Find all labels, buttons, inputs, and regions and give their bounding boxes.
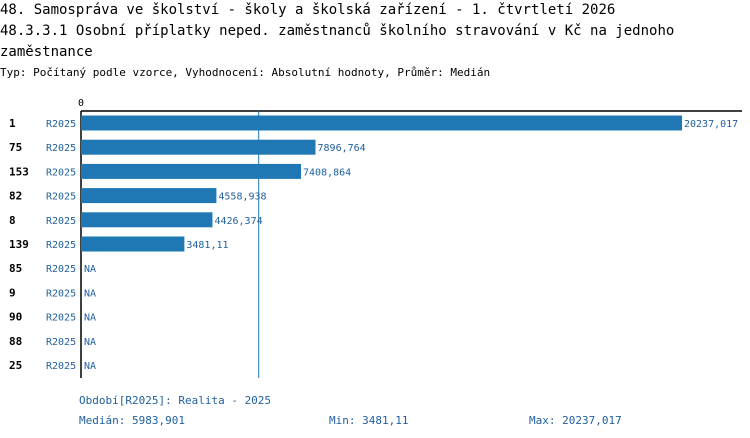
row-period-label: R2025 xyxy=(46,288,76,299)
bar-na-label: NA xyxy=(84,313,96,324)
row-id-label: 1 xyxy=(9,117,16,130)
bar xyxy=(81,115,682,131)
row-id-label: 153 xyxy=(9,165,29,178)
bar xyxy=(81,236,185,252)
bar-value-label: 4426,374 xyxy=(214,216,262,227)
bar-na-label: NA xyxy=(84,288,96,299)
bar-value-label: 20237,017 xyxy=(684,119,738,130)
row-period-label: R2025 xyxy=(46,313,76,324)
bar xyxy=(81,163,302,179)
row-period-label: R2025 xyxy=(46,192,76,203)
x-axis-zero-label: 0 xyxy=(78,98,84,109)
bar-value-label: 4558,938 xyxy=(218,192,266,203)
row-period-label: R2025 xyxy=(46,337,76,348)
bar xyxy=(81,188,217,204)
max-stat: Max: 20237,017 xyxy=(529,414,622,427)
bar-value-label: 7408,864 xyxy=(303,167,351,178)
row-id-label: 88 xyxy=(9,335,22,348)
row-period-label: R2025 xyxy=(46,240,76,251)
bar xyxy=(81,139,316,155)
bar-value-label: 3481,11 xyxy=(186,240,228,251)
chart-title-line-1: 48. Samospráva ve školství - školy a ško… xyxy=(0,2,616,18)
row-id-label: 139 xyxy=(9,238,29,251)
row-id-label: 85 xyxy=(9,262,22,275)
bar-na-label: NA xyxy=(84,337,96,348)
bar-value-label: 7896,764 xyxy=(318,143,366,154)
row-id-label: 9 xyxy=(9,286,16,299)
row-id-label: 90 xyxy=(9,311,22,324)
bar-na-label: NA xyxy=(84,264,96,275)
bar-na-label: NA xyxy=(84,361,96,372)
bar xyxy=(81,212,213,228)
chart-subtitle: Typ: Počítaný podle vzorce, Vyhodnocení:… xyxy=(0,66,491,79)
row-id-label: 75 xyxy=(9,141,22,154)
row-period-label: R2025 xyxy=(46,143,76,154)
median-stat: Medián: 5983,901 xyxy=(79,414,185,427)
chart-title-line-2: 48.3.3.1 Osobní příplatky neped. zaměstn… xyxy=(0,23,675,39)
period-legend: Období[R2025]: Realita - 2025 xyxy=(79,394,272,407)
row-id-label: 8 xyxy=(9,214,16,227)
row-period-label: R2025 xyxy=(46,264,76,275)
row-period-label: R2025 xyxy=(46,216,76,227)
row-period-label: R2025 xyxy=(46,361,76,372)
row-period-label: R2025 xyxy=(46,119,76,130)
row-period-label: R2025 xyxy=(46,167,76,178)
row-id-label: 82 xyxy=(9,190,22,203)
row-id-label: 25 xyxy=(9,359,22,372)
min-stat: Min: 3481,11 xyxy=(329,414,409,427)
chart-title-line-3: zaměstnance xyxy=(0,44,93,60)
